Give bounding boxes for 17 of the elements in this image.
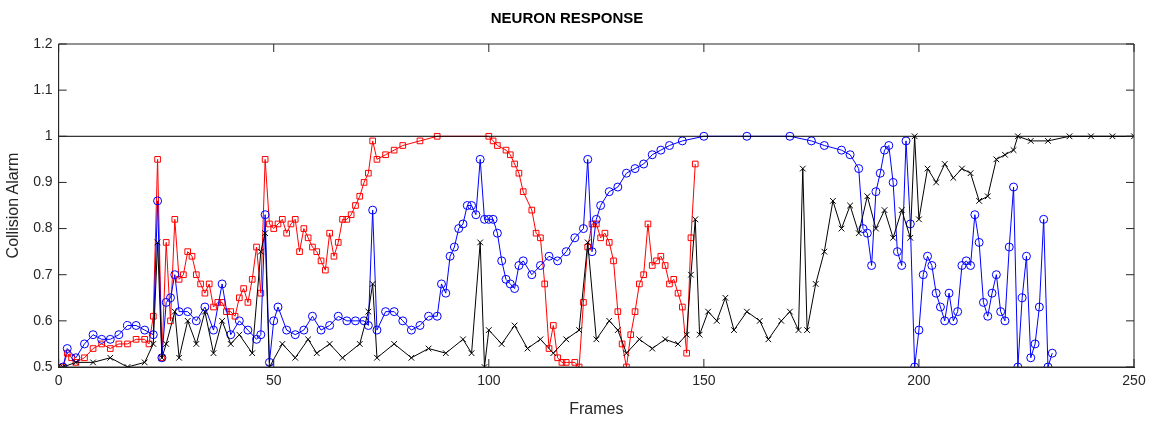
x-tick-label: 250 xyxy=(1122,372,1146,389)
y-tick-label: 0.6 xyxy=(33,311,53,328)
x-tick-label: 150 xyxy=(692,372,716,389)
y-tick-label: 0.9 xyxy=(33,173,53,190)
y-tick-label: 1 xyxy=(44,127,53,144)
x-tick-label: 200 xyxy=(907,372,931,389)
y-tick-label: 1.2 xyxy=(33,34,53,51)
chart-title: NEURON RESPONSE xyxy=(490,9,644,27)
y-tick-label: 1.1 xyxy=(33,81,53,97)
y-tick-label: 0.7 xyxy=(33,265,53,282)
x-tick-label: 100 xyxy=(477,372,501,389)
x-tick-label: 50 xyxy=(265,372,282,389)
y-tick-label: 0.8 xyxy=(33,219,53,236)
y-axis-title: Collision Alarm xyxy=(4,152,22,259)
x-tick-label: 0 xyxy=(54,372,63,389)
y-tick-label: 0.5 xyxy=(33,357,53,374)
x-axis-title: Frames xyxy=(569,399,624,417)
